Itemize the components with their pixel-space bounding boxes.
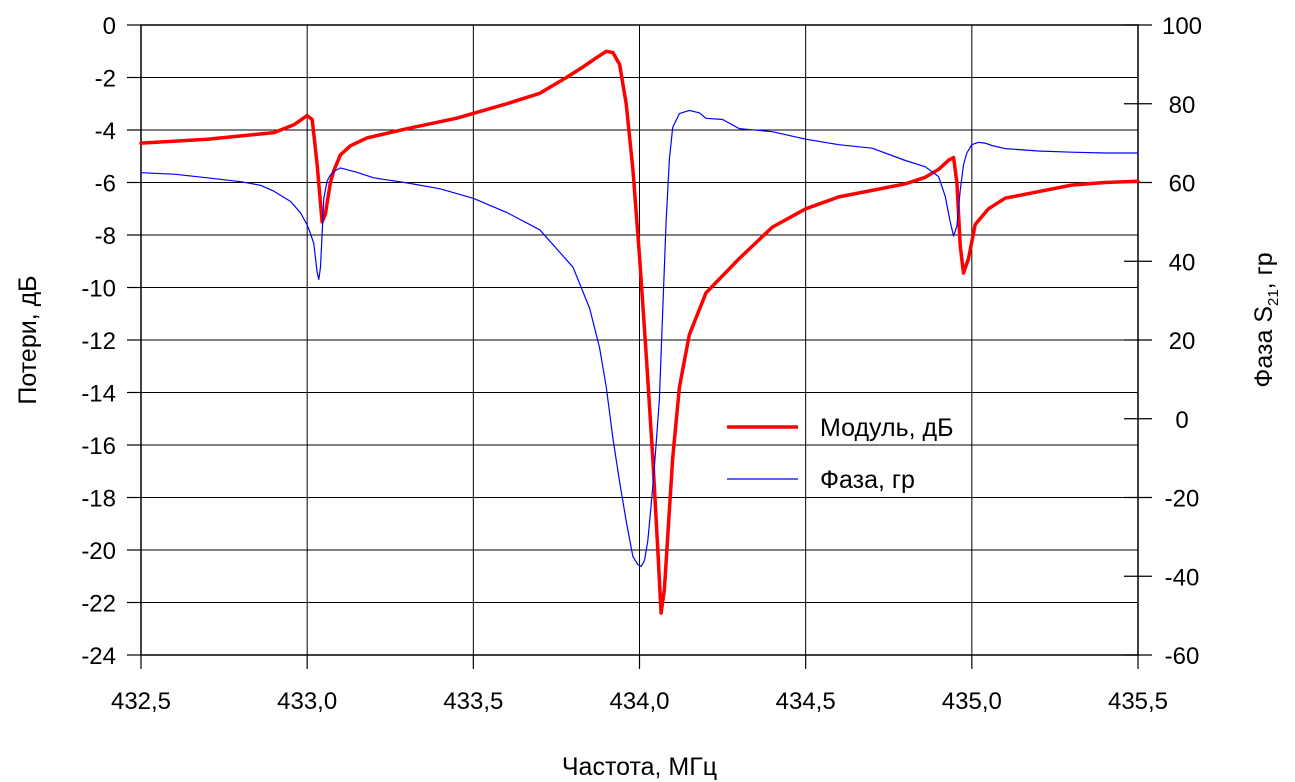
grid-layer	[140, 24, 1139, 656]
y-right-tick-label: -20	[1165, 486, 1200, 513]
y-left-tick-label: -2	[95, 66, 116, 93]
labels-layer: 0 -2 -4 -6 -8 -10 -12 -14 -16 -18 -20 -22 -24 432,5 43…	[81, 13, 1202, 715]
y-right-tick-label: 40	[1169, 249, 1196, 276]
legend-label: Модуль, дБ	[820, 414, 954, 442]
y-right-tick-label: 100	[1162, 13, 1202, 40]
y-right-axis-title: Фаза S21, гр	[1250, 252, 1282, 387]
y-left-tick-label: -14	[81, 381, 116, 408]
x-axis-title: Частота, МГц	[562, 753, 717, 781]
y-left-tick-label: -20	[81, 538, 116, 565]
y-left-tick-label: 0	[103, 13, 116, 40]
x-tick-label: 434,0	[609, 688, 669, 715]
x-tick-label: 435,5	[1108, 688, 1168, 715]
y-left-axis-title: Потери, дБ	[14, 275, 42, 404]
ticks-layer	[127, 24, 1152, 669]
y-left-tick-label: -6	[95, 171, 116, 198]
y-left-tick-label: -18	[81, 486, 116, 513]
y-right-tick-label: 60	[1169, 171, 1196, 198]
y-left-tick-label: -22	[81, 591, 116, 618]
y-left-tick-label: -24	[81, 643, 116, 670]
series-layer	[139, 49, 1140, 615]
y-right-axis-title-suffix: , гр	[1250, 252, 1278, 289]
legend-label: Фаза, гр	[820, 466, 915, 494]
x-tick-label: 433,5	[443, 688, 503, 715]
y-right-axis-title-prefix: Фаза S	[1250, 306, 1278, 388]
legend: Модуль, дБ Фаза, гр	[727, 414, 954, 494]
y-left-tick-label: -16	[81, 433, 116, 460]
x-tick-label: 434,5	[776, 688, 836, 715]
y-left-tick-label: -10	[81, 276, 116, 303]
x-tick-label: 435,0	[942, 688, 1002, 715]
y-right-tick-label: 20	[1169, 328, 1196, 355]
x-tick-label: 432,5	[111, 688, 171, 715]
y-right-tick-label: 0	[1175, 407, 1188, 434]
y-right-tick-label: -60	[1165, 643, 1200, 670]
y-left-tick-label: -8	[95, 223, 116, 250]
y-right-tick-label: -40	[1165, 564, 1200, 591]
y-right-axis-title-subscript: 21	[1265, 289, 1282, 306]
y-right-tick-label: 80	[1169, 92, 1196, 119]
y-left-tick-label: -12	[81, 328, 116, 355]
x-tick-label: 433,0	[277, 688, 337, 715]
y-left-tick-label: -4	[95, 118, 116, 145]
series-line-phase	[140, 109, 1139, 568]
